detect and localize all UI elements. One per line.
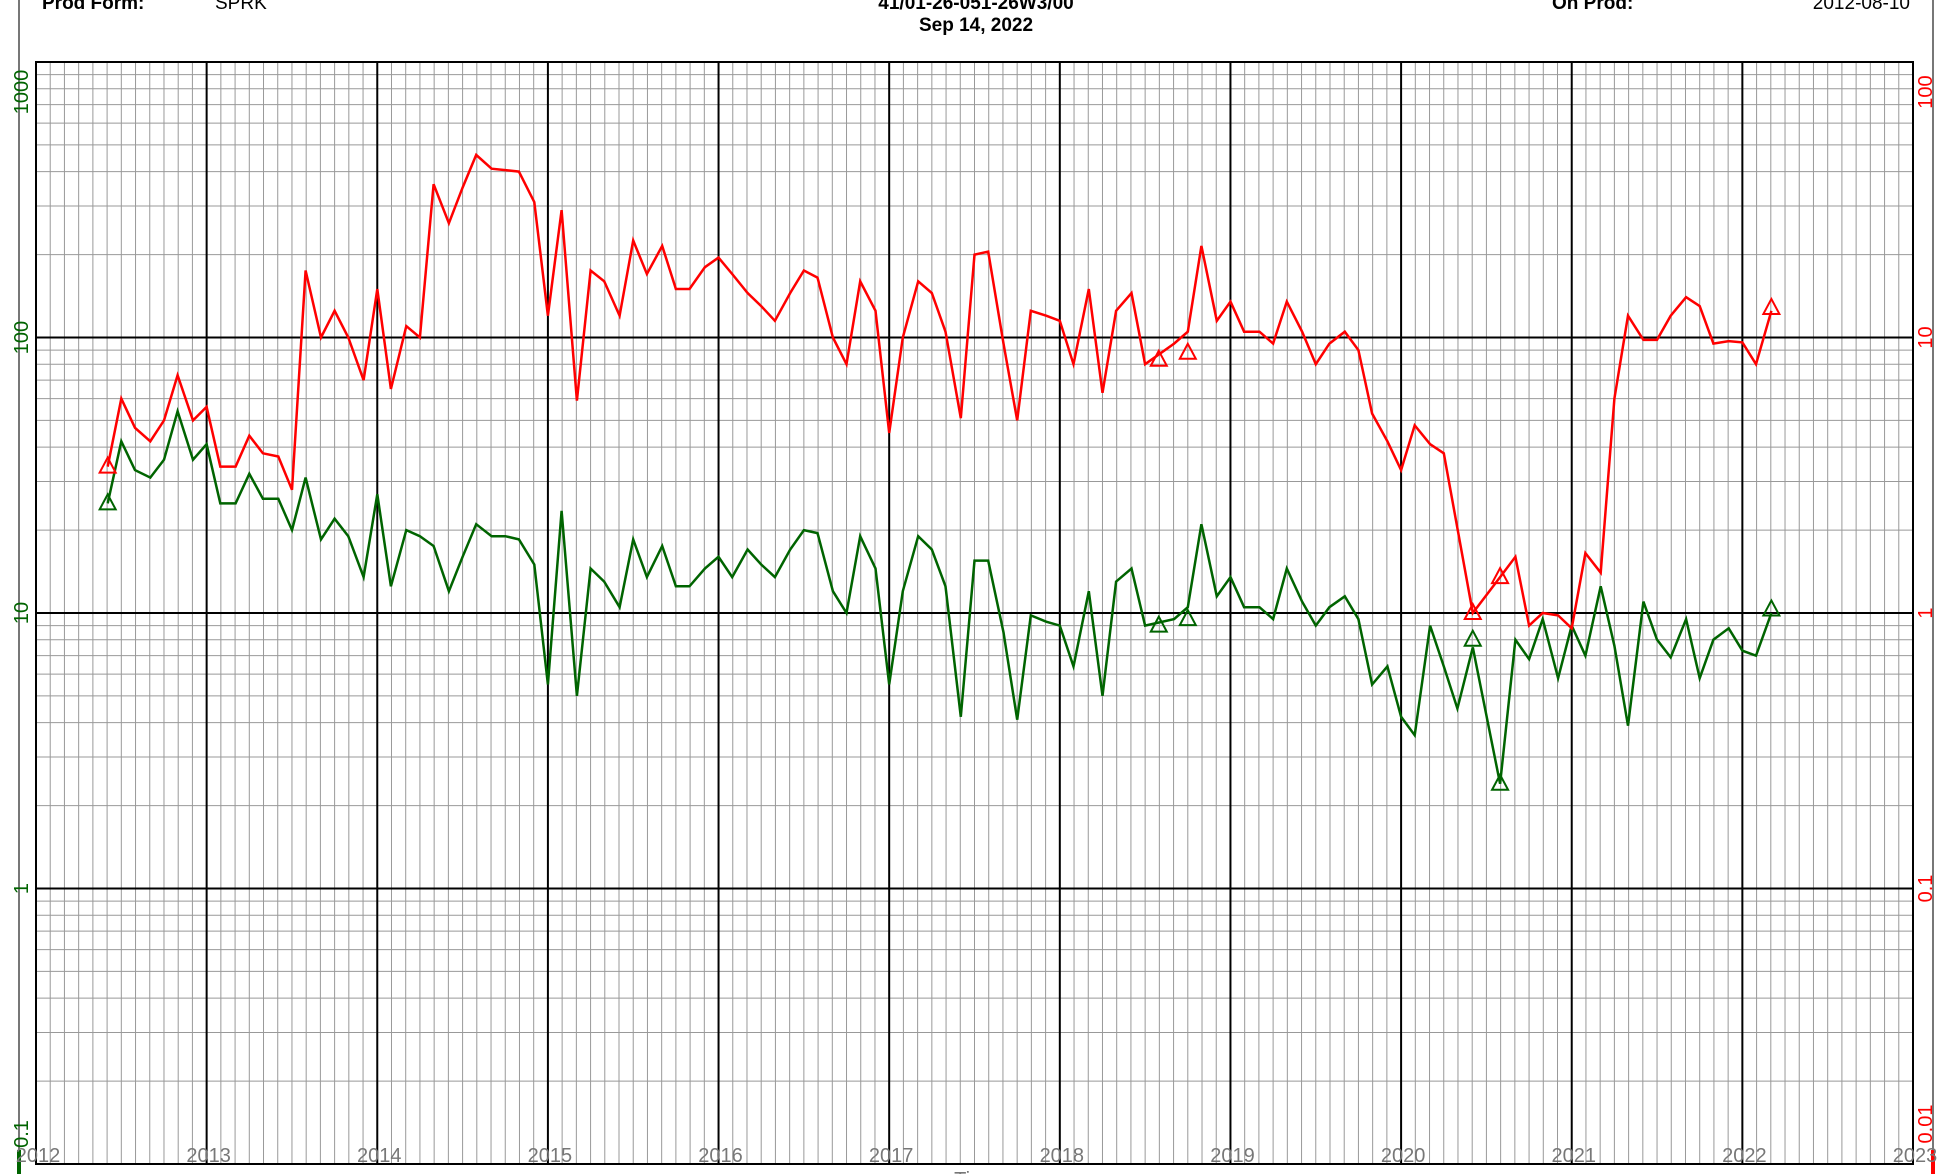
y-right-tick-label: 0.01 xyxy=(1915,1105,1937,1144)
y-right-tick-label: 10 xyxy=(1915,326,1937,348)
y-right-tick-label: 1 xyxy=(1915,607,1937,618)
series-line xyxy=(106,406,1773,785)
grid xyxy=(35,61,1914,1165)
y-right-tick-label: 100 xyxy=(1915,75,1937,108)
x-tick-label: 2023 xyxy=(1893,1145,1938,1167)
x-tick-label: 2020 xyxy=(1381,1145,1426,1167)
y-left-tick-label: 1 xyxy=(11,883,33,894)
series-marker-triangle xyxy=(1463,601,1483,620)
series-1 xyxy=(98,152,1782,631)
series-marker-triangle xyxy=(1178,608,1198,627)
on-prod-label: On Prod: xyxy=(1552,0,1634,14)
series-marker-triangle xyxy=(1463,628,1483,647)
series-marker-triangle xyxy=(1761,296,1782,315)
x-tick-label: 2022 xyxy=(1722,1145,1767,1167)
y-left-tick-label: 10 xyxy=(11,602,33,624)
series-marker-triangle xyxy=(98,455,118,474)
x-tick-label: 2017 xyxy=(869,1145,914,1167)
on-prod-value: 2012-08-10 xyxy=(1812,0,1910,14)
prod-form-value: SPRK xyxy=(215,0,267,14)
x-tick-label: 2021 xyxy=(1551,1145,1596,1167)
series-0 xyxy=(98,406,1782,791)
series-marker-triangle xyxy=(1178,341,1198,360)
report-date: Sep 14, 2022 xyxy=(918,15,1034,36)
y-right-tick-label: 0.1 xyxy=(1915,875,1937,903)
series-marker-triangle xyxy=(98,492,118,511)
plot-frame xyxy=(35,61,1914,1165)
y-left-tick-label: 100 xyxy=(11,321,33,354)
series-marker-triangle xyxy=(1761,598,1782,617)
x-tick-label: 2015 xyxy=(528,1145,573,1167)
x-tick-label: 2012 xyxy=(16,1145,61,1167)
x-tick-label: 2018 xyxy=(1040,1145,1085,1167)
series-marker-triangle xyxy=(1149,348,1169,367)
x-tick-label: 2016 xyxy=(698,1145,743,1167)
y-left-tick-label: 1000 xyxy=(11,70,33,115)
series-marker-triangle xyxy=(1490,772,1510,791)
x-axis-title: Time xyxy=(954,1169,998,1174)
y-left-tick-label: 0.1 xyxy=(11,1120,33,1148)
x-tick-label: 2014 xyxy=(357,1145,402,1167)
series-marker-triangle xyxy=(1490,565,1510,585)
well-uwi-title: 41/01-26-051-26W3/00 xyxy=(878,0,1074,14)
x-tick-label: 2019 xyxy=(1210,1145,1255,1167)
x-tick-label: 2013 xyxy=(186,1145,231,1167)
prod-form-label: Prod Form: xyxy=(42,0,145,14)
series-marker-triangle xyxy=(1149,614,1169,633)
series-line xyxy=(106,152,1773,631)
